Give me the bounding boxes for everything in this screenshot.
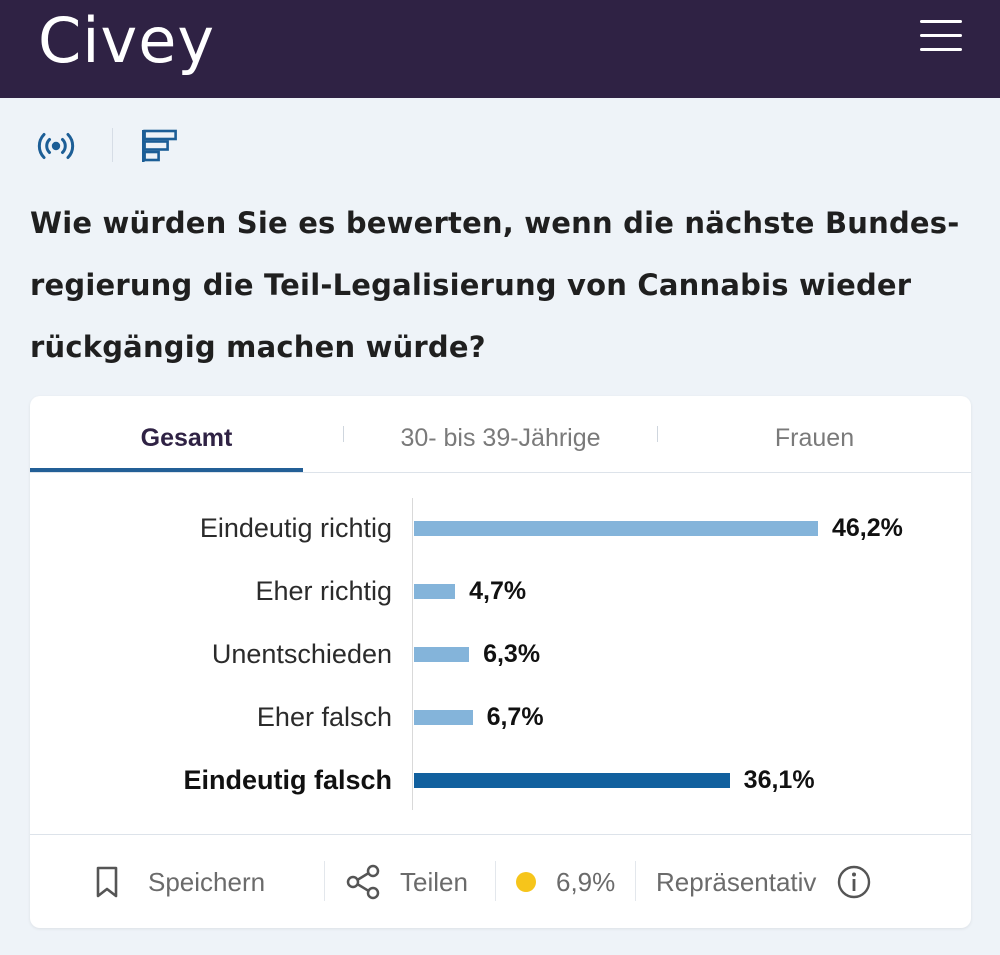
bar-category-label: Eindeutig richtig — [199, 513, 392, 543]
bar-category-label: Eindeutig falsch — [183, 765, 392, 795]
active-tab-indicator — [30, 468, 303, 472]
live-broadcast-icon[interactable] — [36, 126, 76, 166]
bar-value-label: 4,7% — [469, 577, 527, 605]
error-margin: 6,9% — [516, 835, 615, 929]
bar-category-label: Eher falsch — [256, 702, 392, 732]
result-bar — [414, 647, 470, 662]
status-dot — [516, 872, 536, 892]
result-bar — [414, 584, 456, 599]
save-label: Speichern — [148, 866, 266, 897]
footer-divider — [324, 861, 325, 901]
civey-logo[interactable]: Civey — [38, 4, 216, 77]
tab-30-39[interactable]: 30- bis 39-Jährige — [400, 424, 601, 452]
top-header: Civey — [0, 0, 1000, 98]
tab-gesamt[interactable]: Gesamt — [140, 424, 233, 452]
share-label: Teilen — [400, 866, 468, 897]
tab-divider — [343, 426, 344, 442]
error-margin-value: 6,9% — [556, 866, 616, 897]
representative-info[interactable]: Repräsentativ — [656, 835, 872, 929]
bar-value-label: 6,3% — [483, 640, 541, 668]
result-bar — [414, 710, 473, 725]
bookmark-icon — [96, 866, 118, 898]
toolbar-divider — [112, 128, 113, 162]
poll-result-card: Gesamt 30- bis 39-Jährige Frauen Eindeut… — [30, 396, 971, 928]
bar-value-label: 36,1% — [743, 766, 815, 794]
share-icon — [346, 864, 380, 900]
footer-divider — [495, 861, 496, 901]
poll-question: Wie würden Sie es bewerten, wenn die näc… — [30, 206, 960, 364]
chart-axis — [412, 498, 413, 810]
result-bar-chart: Eindeutig richtig 46,2% Eher richtig 4,7% Un… — [30, 472, 971, 834]
footer-divider — [635, 861, 636, 901]
segment-tabs: Gesamt 30- bis 39-Jährige Frauen — [30, 396, 971, 473]
bar-value-label: 6,7% — [486, 703, 544, 731]
bar-chart-icon[interactable] — [140, 128, 178, 164]
tab-frauen[interactable]: Frauen — [774, 424, 855, 452]
share-button[interactable]: Teilen — [344, 835, 468, 929]
save-button[interactable]: Speichern — [92, 835, 265, 929]
result-bar — [414, 773, 730, 788]
bar-category-label: Eher richtig — [255, 576, 392, 606]
result-bar — [414, 521, 818, 536]
hamburger-menu-icon[interactable] — [920, 18, 962, 52]
representative-label: Repräsentativ — [656, 866, 817, 897]
card-footer: Speichern Teilen 6,9% Repräsentativ — [30, 834, 971, 929]
info-icon — [838, 865, 871, 899]
tab-divider — [657, 426, 658, 442]
bar-category-label: Unentschieden — [211, 639, 392, 669]
bar-value-label: 46,2% — [832, 514, 903, 542]
